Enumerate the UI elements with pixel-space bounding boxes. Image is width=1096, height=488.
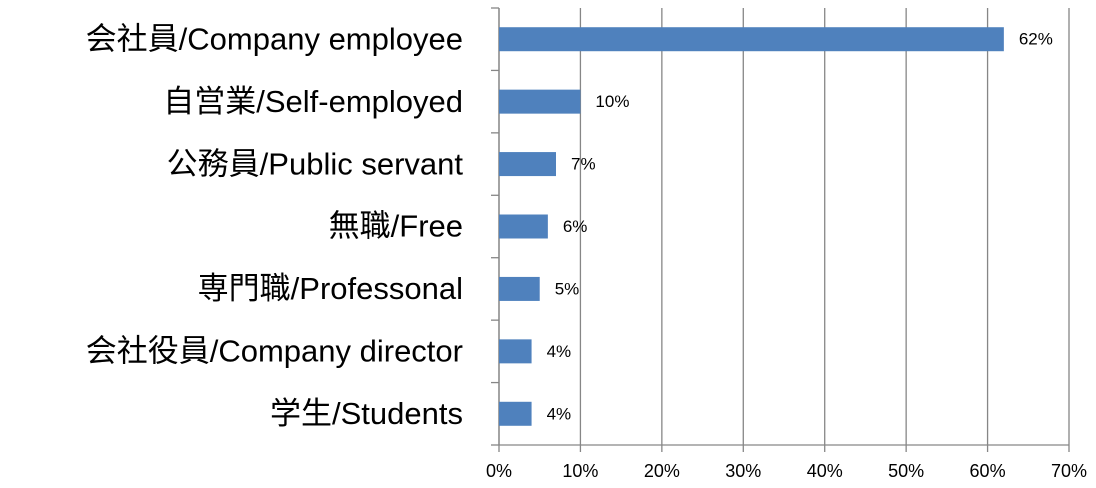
bar: [499, 27, 1004, 52]
x-tick-label: 20%: [644, 461, 680, 481]
y-tick-label: 無職/Free: [329, 209, 463, 244]
bar: [499, 339, 532, 364]
x-tick-label: 70%: [1051, 461, 1087, 481]
y-tick-label: 会社役員/Company director: [86, 334, 463, 369]
x-tick-label: 50%: [888, 461, 924, 481]
bar: [499, 152, 556, 177]
x-tick-label: 40%: [807, 461, 843, 481]
y-tick-label: 専門職/Professonal: [198, 271, 463, 306]
y-tick-label: 会社員/Company employee: [86, 21, 463, 56]
data-label: 62%: [1019, 30, 1053, 49]
bar: [499, 89, 581, 114]
data-label: 7%: [571, 155, 596, 174]
bar: [499, 401, 532, 426]
bar: [499, 276, 540, 301]
data-label: 4%: [547, 404, 572, 423]
bar: [499, 214, 548, 239]
x-tick-label: 0%: [486, 461, 512, 481]
y-tick-label: 公務員/Public servant: [167, 146, 464, 181]
x-tick-label: 10%: [562, 461, 598, 481]
data-label: 5%: [555, 279, 580, 298]
data-label: 6%: [563, 217, 588, 236]
y-tick-label: 自営業/Self-employed: [163, 84, 463, 119]
data-label: 10%: [595, 92, 629, 111]
data-label: 4%: [547, 342, 572, 361]
y-tick-label: 学生/Students: [270, 396, 463, 431]
x-tick-label: 60%: [970, 461, 1006, 481]
x-tick-label: 30%: [725, 461, 761, 481]
